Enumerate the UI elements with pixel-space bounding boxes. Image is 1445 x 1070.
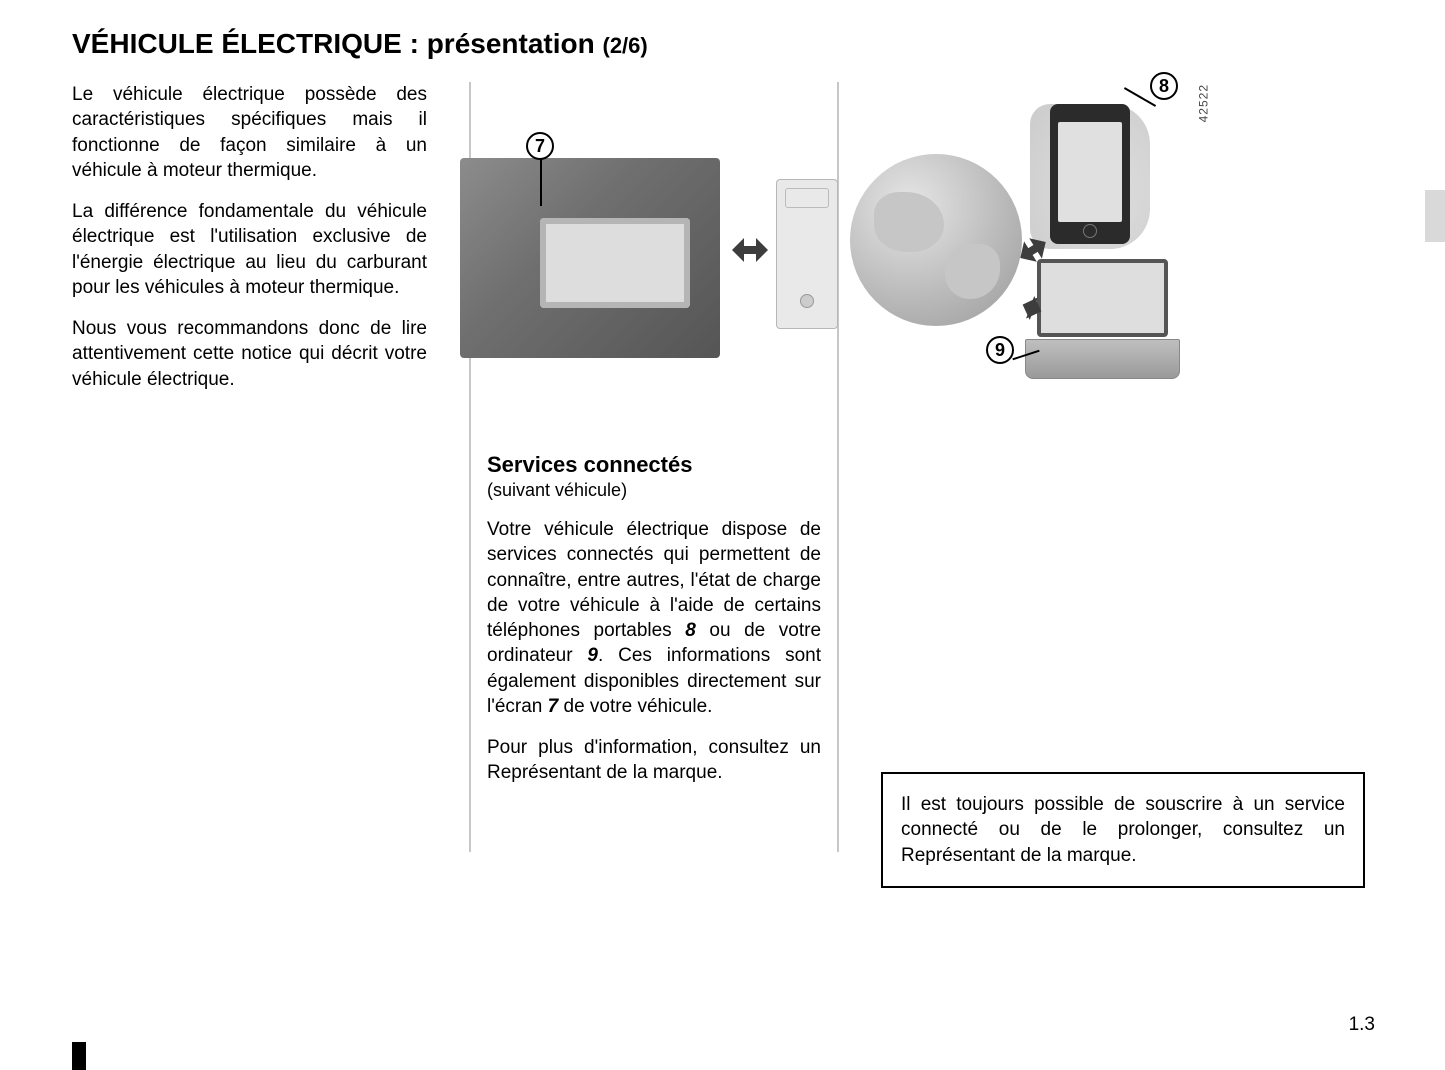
title-main: VÉHICULE ÉLECTRIQUE : présentation <box>72 28 603 59</box>
globe-illustration <box>850 154 1022 326</box>
section-tab <box>1425 190 1445 242</box>
title-page-indicator: (2/6) <box>603 33 648 58</box>
intro-paragraph-1: Le véhicule électrique possède des carac… <box>72 82 427 183</box>
section-heading: Services connectés <box>487 452 821 478</box>
dashboard-screen-illustration <box>460 158 720 358</box>
services-paragraph-2: Pour plus d'information, consultez un Re… <box>487 735 821 786</box>
smartphone-illustration <box>1050 104 1130 244</box>
note-box: Il est toujours possible de souscrire à … <box>881 772 1365 888</box>
double-arrow-icon <box>736 246 764 254</box>
double-arrow-icon <box>1022 241 1045 259</box>
note-text: Il est toujours possible de souscrire à … <box>901 792 1345 868</box>
page-title: VÉHICULE ÉLECTRIQUE : présentation (2/6) <box>72 28 1385 60</box>
figure-reference-number: 42522 <box>1196 84 1210 122</box>
page: VÉHICULE ÉLECTRIQUE : présentation (2/6)… <box>0 0 1445 1070</box>
intro-paragraph-2: La différence fondamentale du véhicule é… <box>72 199 427 300</box>
connected-services-diagram: 42522 7 8 9 <box>450 74 1200 394</box>
intro-paragraph-3: Nous vous recommandons donc de lire atte… <box>72 316 427 392</box>
callout-7: 7 <box>526 132 554 160</box>
footer-crop-mark <box>72 1042 86 1070</box>
callout-8: 8 <box>1150 72 1178 100</box>
callout-9: 9 <box>986 336 1014 364</box>
server-tower-illustration <box>776 179 838 329</box>
services-paragraph-1: Votre véhicule électrique dispose de ser… <box>487 517 821 719</box>
text-run: de votre véhicule. <box>558 696 712 717</box>
ref-8: 8 <box>685 620 696 641</box>
ref-9: 9 <box>587 645 598 666</box>
column-left: Le véhicule électrique possède des carac… <box>72 82 427 852</box>
section-subheading: (suivant véhicule) <box>487 480 821 501</box>
page-number: 1.3 <box>1349 1014 1375 1036</box>
laptop-base <box>1025 339 1180 379</box>
ref-7: 7 <box>548 696 559 717</box>
services-section: Services connectés (suivant véhicule) Vo… <box>487 452 821 786</box>
callout-leader <box>540 156 542 206</box>
laptop-screen <box>1037 259 1168 337</box>
double-arrow-icon <box>1025 302 1039 314</box>
